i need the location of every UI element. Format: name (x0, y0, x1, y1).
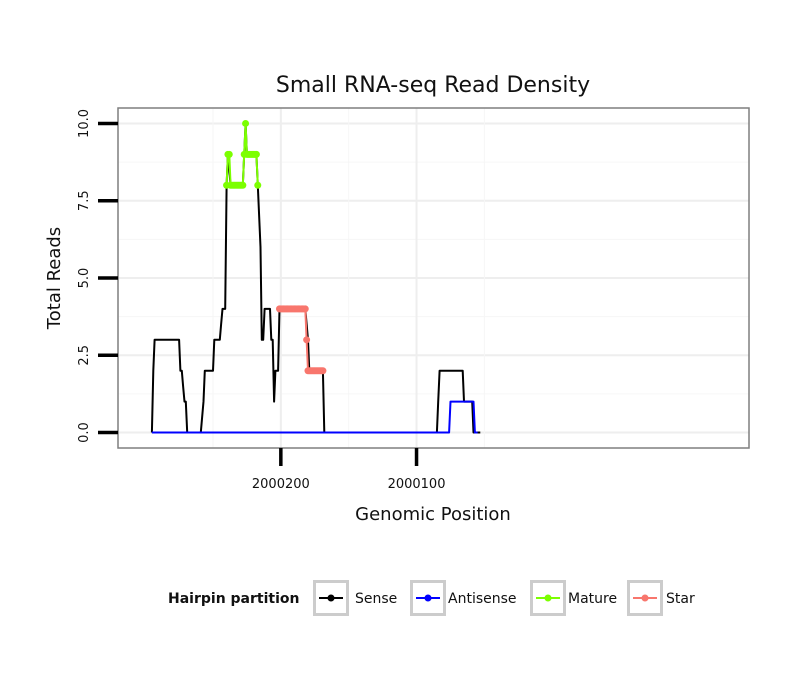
data-point-mature (239, 182, 246, 189)
chart-title: Small RNA-seq Read Density (276, 73, 590, 98)
y-axis-title: Total Reads (44, 227, 65, 330)
series-layer (152, 120, 480, 433)
legend-title: Hairpin partition (168, 591, 299, 607)
legend-entry-mature: Mature (532, 582, 618, 615)
data-point-star (303, 336, 310, 343)
data-point-mature (254, 182, 261, 189)
legend-entry-antisense: Antisense (412, 582, 517, 615)
legend-key-point (328, 595, 335, 602)
data-point-mature (253, 151, 260, 158)
series-mature (223, 120, 261, 189)
series-line-star (280, 309, 323, 371)
x-tick-label: 2000100 (388, 477, 446, 492)
legend-label: Sense (355, 591, 397, 607)
y-axis: 0.0 2.5 5.0 7.5 10.0 (77, 109, 118, 443)
legend: Hairpin partition Sense Antisense Mature St… (168, 582, 695, 615)
legend-label: Mature (568, 591, 617, 607)
legend-key-point (642, 595, 649, 602)
legend-label: Antisense (448, 591, 517, 607)
data-point-star (319, 367, 326, 374)
x-axis: 2000200 2000100 (252, 448, 446, 492)
data-point-mature (242, 120, 249, 127)
y-tick-label: 0.0 (77, 422, 92, 443)
y-tick-label: 2.5 (77, 345, 92, 366)
data-point-mature (226, 151, 233, 158)
read-density-chart: Small RNA-seq Read Density 0.0 2.5 5.0 7.5 1… (0, 0, 810, 690)
data-point-star (302, 305, 309, 312)
series-star (276, 305, 326, 374)
legend-key-point (545, 595, 552, 602)
x-tick-label: 2000200 (252, 477, 310, 492)
legend-entry-sense: Sense (315, 582, 398, 615)
x-axis-title: Genomic Position (355, 504, 511, 525)
legend-key-point (425, 595, 432, 602)
y-tick-label: 5.0 (77, 268, 92, 289)
y-tick-label: 7.5 (77, 190, 92, 211)
legend-label: Star (666, 591, 695, 607)
grid (118, 108, 749, 448)
legend-entry-star: Star (629, 582, 695, 615)
y-tick-label: 10.0 (77, 109, 92, 138)
